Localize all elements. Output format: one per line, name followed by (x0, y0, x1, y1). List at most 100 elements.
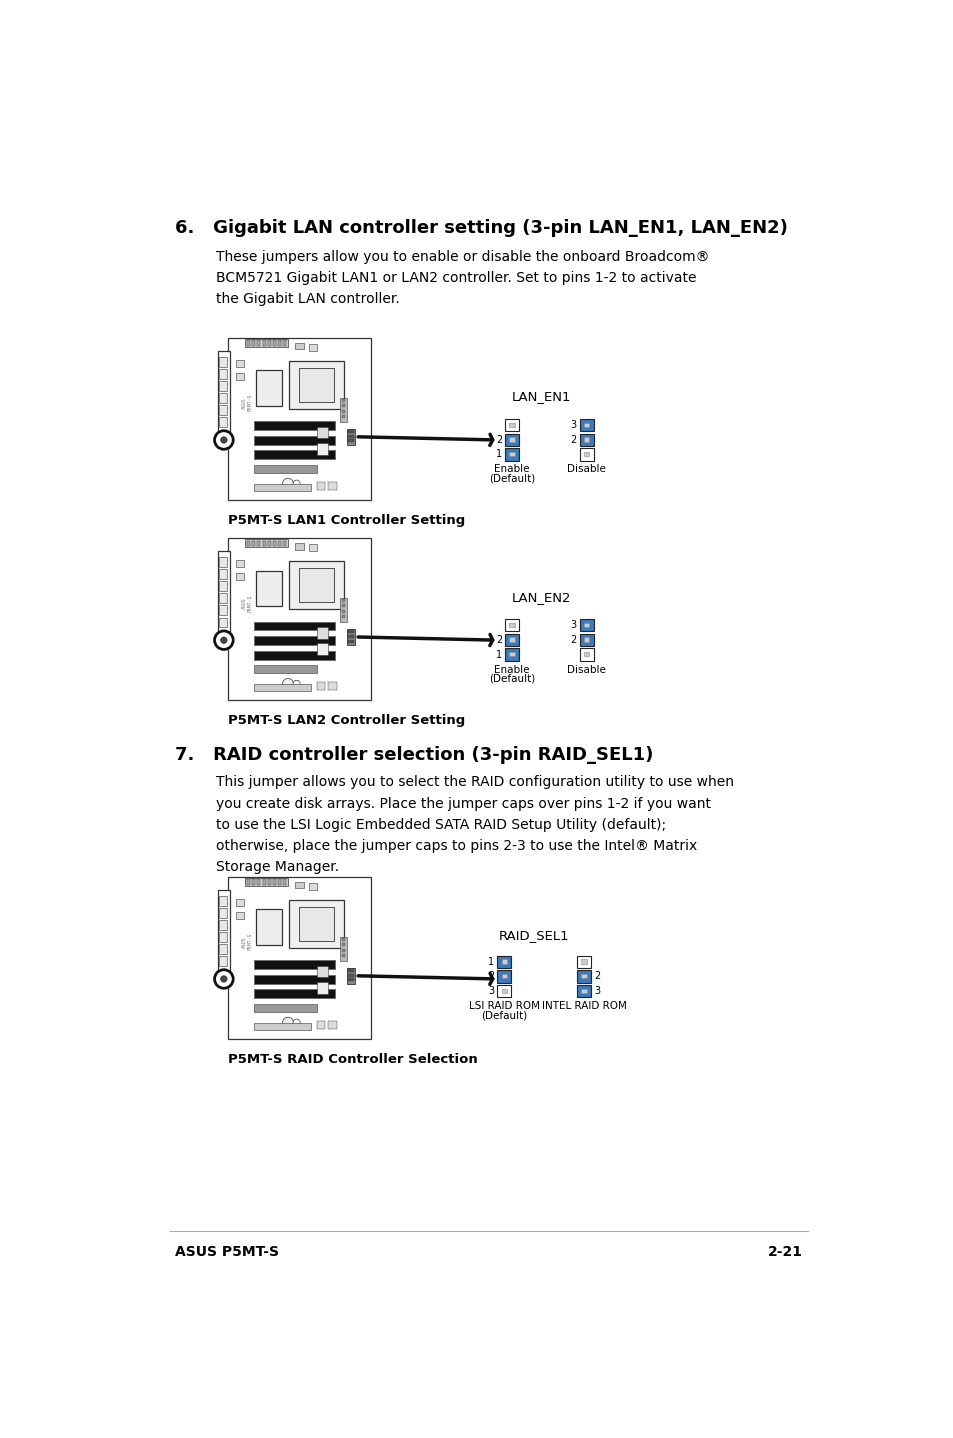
Bar (253, 436, 335, 444)
Bar (509, 623, 515, 627)
Bar (219, 956, 227, 966)
Text: LAN_EN1: LAN_EN1 (512, 391, 571, 404)
Bar (262, 541, 265, 546)
Bar (294, 544, 303, 549)
Text: ASUS P5MT-S: ASUS P5MT-S (174, 1245, 279, 1260)
Text: 7.   RAID controller selection (3-pin RAID_SEL1): 7. RAID controller selection (3-pin RAID… (174, 746, 653, 764)
Bar (497, 985, 511, 997)
Bar (253, 421, 335, 430)
Bar (348, 440, 354, 443)
Text: 2: 2 (488, 972, 494, 982)
Bar (505, 620, 518, 631)
Bar (253, 989, 335, 998)
Text: 2-21: 2-21 (767, 1245, 802, 1260)
Bar (509, 637, 515, 641)
Bar (501, 959, 507, 963)
Text: P5MT-S LAN1 Controller Setting: P5MT-S LAN1 Controller Setting (228, 513, 464, 526)
Bar (236, 561, 243, 568)
Bar (219, 617, 227, 627)
Bar (509, 437, 515, 441)
Text: P5MT-S LAN2 Controller Setting: P5MT-S LAN2 Controller Setting (228, 713, 464, 726)
Bar (245, 339, 288, 347)
Text: Disable: Disable (566, 464, 605, 475)
Bar (316, 966, 328, 978)
Bar (339, 938, 346, 961)
Bar (236, 912, 243, 919)
Text: 1: 1 (488, 956, 494, 966)
Bar (309, 883, 317, 890)
Bar (247, 341, 250, 347)
Bar (294, 881, 303, 889)
Bar (579, 449, 593, 460)
Bar (253, 684, 311, 692)
Bar (253, 975, 335, 984)
Bar (228, 338, 371, 500)
Text: LAN_EN2: LAN_EN2 (512, 591, 571, 604)
Bar (309, 544, 317, 551)
Bar (501, 974, 507, 978)
Text: 3: 3 (488, 986, 494, 997)
Bar (256, 571, 282, 607)
Bar (247, 880, 250, 884)
Text: 2: 2 (594, 972, 600, 982)
Bar (253, 621, 335, 630)
Bar (283, 880, 286, 884)
Bar (236, 574, 243, 581)
Circle shape (282, 1017, 294, 1028)
Bar (253, 636, 335, 646)
Bar (339, 398, 346, 423)
Bar (277, 541, 281, 546)
Bar (253, 1022, 311, 1030)
Bar (346, 628, 355, 646)
Text: 2: 2 (496, 636, 501, 646)
Bar (579, 634, 593, 646)
Text: INTEL RAID ROM: INTEL RAID ROM (541, 1001, 626, 1011)
Text: Enable: Enable (494, 664, 529, 674)
Bar (247, 541, 250, 546)
Bar (283, 541, 286, 546)
Bar (583, 651, 589, 656)
Text: (Default): (Default) (481, 1011, 527, 1021)
Circle shape (214, 969, 233, 988)
Bar (341, 943, 344, 946)
Bar (316, 982, 328, 994)
Bar (509, 651, 515, 656)
Bar (283, 341, 286, 347)
Bar (509, 423, 515, 427)
Bar (277, 341, 281, 347)
Text: These jumpers allow you to enable or disable the onboard Broadcom®
BCM5721 Gigab: These jumpers allow you to enable or dis… (216, 250, 709, 306)
Bar (253, 621, 335, 630)
Bar (339, 598, 346, 623)
Bar (219, 907, 227, 917)
Bar (273, 541, 275, 546)
Bar (294, 342, 303, 349)
Bar (348, 978, 354, 981)
Bar (505, 649, 518, 660)
Bar (236, 360, 243, 367)
Bar (257, 541, 260, 546)
Bar (577, 985, 591, 997)
Bar (219, 417, 227, 427)
Bar (579, 418, 593, 431)
Bar (316, 1021, 325, 1030)
Bar (577, 956, 591, 968)
Bar (299, 368, 334, 403)
Text: Disable: Disable (566, 664, 605, 674)
Bar (219, 605, 227, 615)
Bar (257, 880, 260, 884)
Bar (253, 464, 316, 473)
Text: ASUS
P5MT-S: ASUS P5MT-S (241, 594, 253, 611)
Bar (346, 429, 355, 444)
Bar (583, 423, 589, 427)
Bar (316, 427, 328, 439)
Bar (253, 975, 335, 984)
Bar (219, 932, 227, 942)
Bar (219, 945, 227, 953)
Circle shape (293, 1020, 300, 1027)
Text: RAID_SEL1: RAID_SEL1 (498, 929, 569, 942)
Bar (256, 371, 282, 406)
Bar (316, 482, 325, 490)
Bar (218, 551, 230, 633)
Bar (289, 900, 343, 948)
Circle shape (214, 631, 233, 650)
